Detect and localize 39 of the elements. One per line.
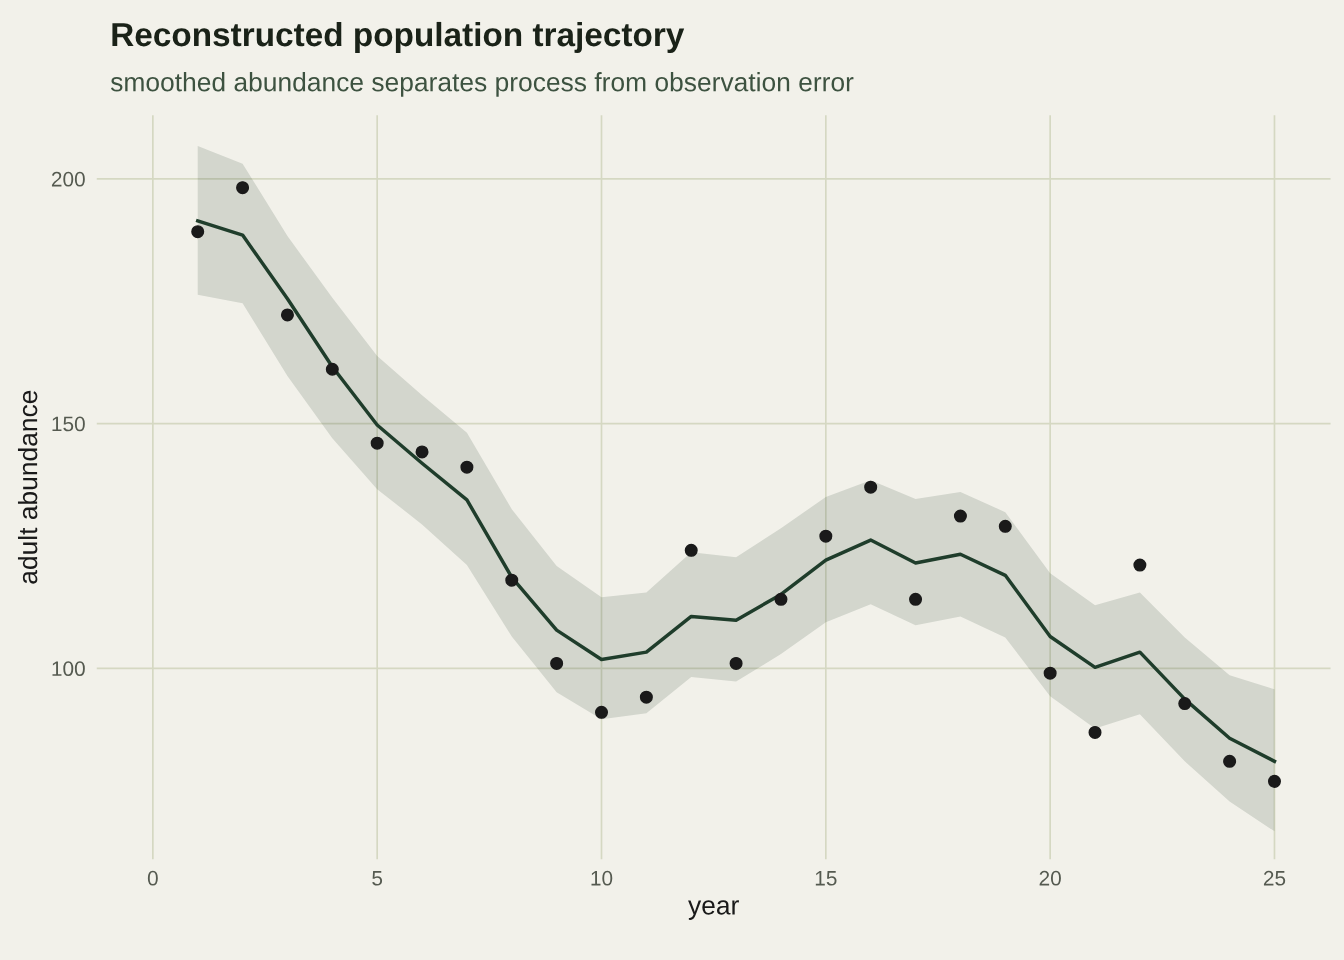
point bbox=[460, 460, 474, 474]
point bbox=[415, 445, 429, 459]
chart-title: Reconstructed population trajectory bbox=[112, 21, 685, 53]
point bbox=[325, 362, 339, 376]
line-series bbox=[195, 219, 1277, 764]
point bbox=[594, 705, 609, 719]
point bbox=[1267, 774, 1281, 788]
point bbox=[1223, 754, 1237, 768]
point bbox=[370, 436, 384, 450]
point bbox=[1178, 697, 1192, 711]
point bbox=[684, 543, 698, 557]
point bbox=[505, 573, 519, 587]
point bbox=[819, 529, 833, 543]
point bbox=[998, 519, 1012, 533]
point bbox=[550, 656, 564, 670]
point bbox=[1133, 558, 1147, 572]
x-tick-label: 20 bbox=[1039, 870, 1061, 886]
x-axis-title: year bbox=[688, 900, 739, 920]
point bbox=[864, 480, 878, 494]
x-tick-label: 0 bbox=[147, 870, 158, 886]
point bbox=[639, 690, 653, 704]
x-tick-label: 25 bbox=[1263, 870, 1286, 886]
point bbox=[280, 308, 294, 322]
y-tick-label: 100 bbox=[52, 661, 85, 677]
point bbox=[729, 656, 743, 670]
point bbox=[191, 225, 205, 239]
y-axis-title: adult abundance bbox=[17, 390, 38, 584]
y-tick-label: 200 bbox=[51, 171, 85, 187]
point bbox=[953, 509, 967, 523]
point bbox=[1043, 666, 1057, 680]
x-tick-label: 10 bbox=[591, 870, 613, 886]
point bbox=[909, 592, 923, 606]
x-tick-label: 5 bbox=[372, 871, 383, 886]
x-tick-label: 15 bbox=[815, 871, 837, 886]
point bbox=[1088, 725, 1102, 739]
point bbox=[236, 181, 250, 195]
point bbox=[774, 592, 788, 606]
y-tick-label: 150 bbox=[52, 416, 85, 432]
chart-subtitle: smoothed abundance separates process from observation error bbox=[110, 72, 854, 97]
